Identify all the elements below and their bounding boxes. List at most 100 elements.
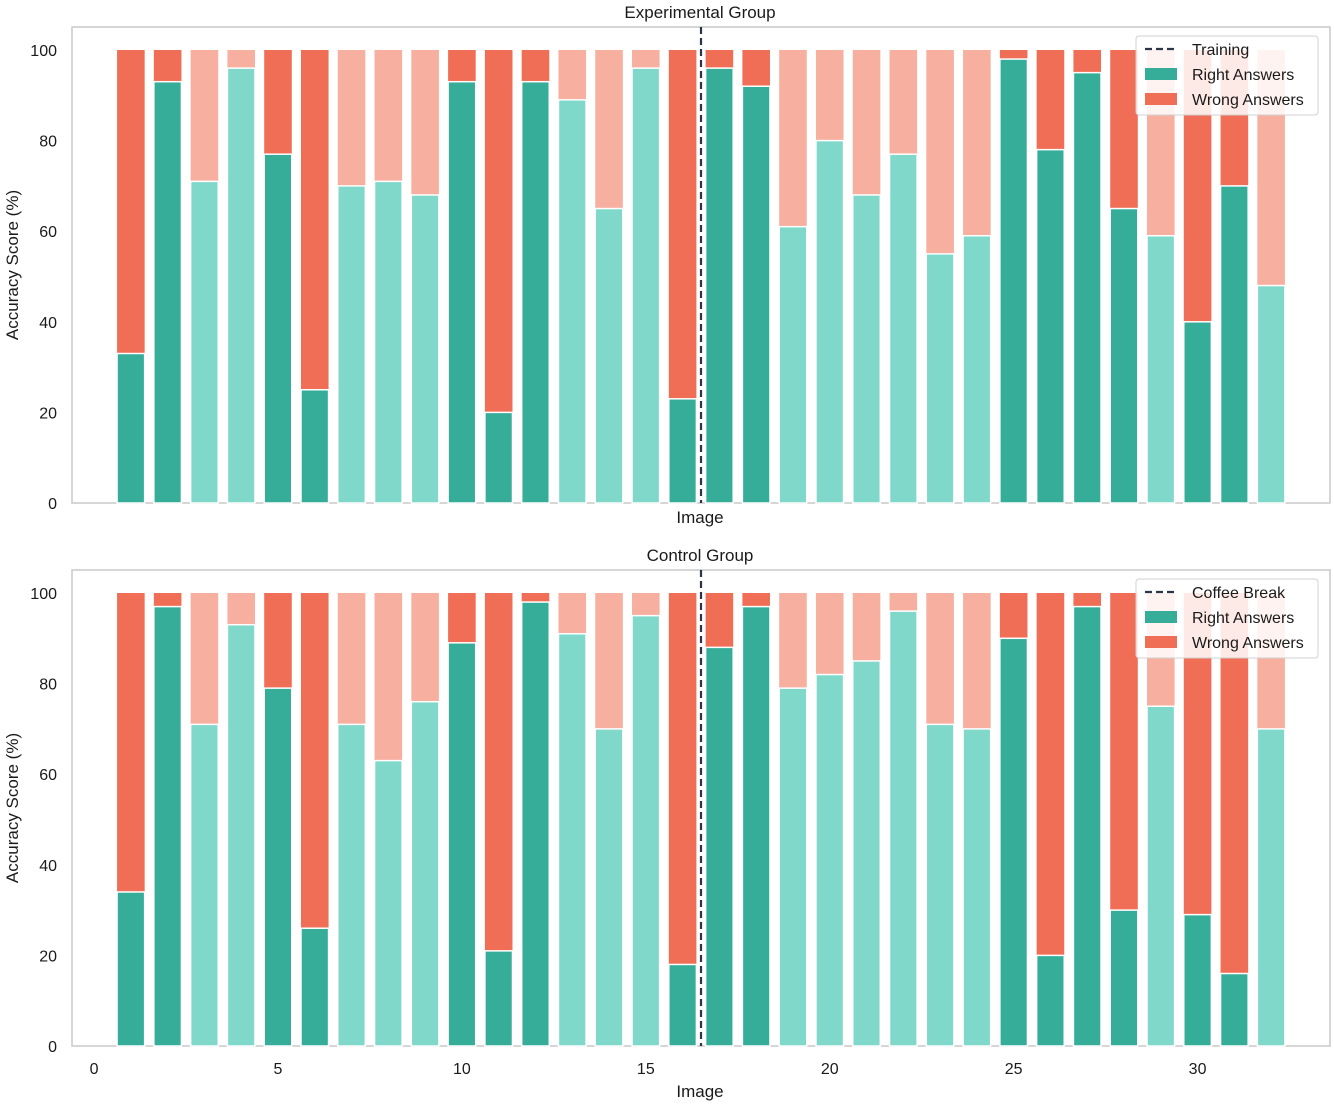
bar-right-6 bbox=[300, 389, 330, 504]
legend-right-label: Right Answers bbox=[1192, 67, 1294, 84]
bar-right-29 bbox=[1146, 234, 1176, 504]
legend-wrong-swatch bbox=[1145, 636, 1177, 648]
bar-right-31 bbox=[1219, 972, 1249, 1047]
bar-right-20 bbox=[815, 139, 845, 504]
bar-right-21 bbox=[851, 194, 882, 504]
bar-wrong-6 bbox=[300, 50, 329, 390]
chart-title: Experimental Group bbox=[624, 3, 775, 22]
legend-box bbox=[1135, 578, 1319, 659]
bar-wrong-9 bbox=[411, 50, 439, 195]
y-tick-label: 40 bbox=[39, 315, 57, 332]
bar-wrong-23 bbox=[926, 50, 954, 254]
bar-right-18 bbox=[741, 85, 771, 504]
bar-wrong-20 bbox=[815, 593, 844, 675]
bar-wrong-13 bbox=[558, 50, 587, 100]
bar-wrong-15 bbox=[632, 593, 660, 616]
experimental-group-panel: Experimental Group 0 20 40 60 80 100 Image Ac… bbox=[3, 3, 1331, 527]
bar-wrong-28 bbox=[1110, 50, 1138, 209]
bar-wrong-27 bbox=[1073, 593, 1102, 607]
bar-wrong-20 bbox=[815, 50, 844, 141]
y-axis-label: Accuracy Score (%) bbox=[3, 190, 22, 340]
bar-wrong-24 bbox=[963, 593, 991, 729]
bar-wrong-28 bbox=[1110, 593, 1138, 911]
bar-wrong-14 bbox=[595, 50, 623, 209]
bar-wrong-21 bbox=[852, 50, 881, 195]
bar-wrong-19 bbox=[779, 593, 807, 689]
legend-vline-label: Training bbox=[1192, 42, 1249, 59]
bar-right-28 bbox=[1109, 909, 1139, 1047]
bar-right-3 bbox=[189, 180, 219, 504]
bar-wrong-25 bbox=[999, 50, 1028, 60]
bar-right-19 bbox=[778, 687, 808, 1047]
bar-wrong-15 bbox=[632, 50, 660, 69]
bar-right-11 bbox=[484, 411, 514, 504]
bar-wrong-8 bbox=[374, 50, 403, 182]
legend: Coffee Break Right Answers Wrong Answers bbox=[1135, 578, 1319, 659]
bar-right-5 bbox=[263, 153, 293, 504]
bar-right-16 bbox=[668, 963, 698, 1047]
y-tick-label: 60 bbox=[39, 224, 57, 241]
bar-right-2 bbox=[153, 605, 183, 1047]
bar-wrong-16 bbox=[668, 50, 697, 399]
y-axis-ticks: 0 20 40 60 80 100 bbox=[30, 43, 57, 513]
bar-right-15 bbox=[631, 614, 661, 1047]
bar-right-14 bbox=[594, 728, 624, 1047]
bar-wrong-19 bbox=[779, 50, 807, 227]
x-tick-label: 25 bbox=[1005, 1061, 1023, 1078]
bar-right-12 bbox=[520, 601, 551, 1047]
bar-wrong-4 bbox=[227, 593, 255, 625]
bar-wrong-4 bbox=[227, 50, 255, 69]
bar-wrong-5 bbox=[264, 593, 292, 689]
bar-wrong-5 bbox=[264, 50, 292, 155]
y-tick-label: 40 bbox=[39, 858, 57, 875]
bar-right-7 bbox=[337, 723, 367, 1047]
bar-right-28 bbox=[1109, 207, 1139, 504]
bar-wrong-22 bbox=[889, 50, 918, 155]
bar-right-23 bbox=[925, 723, 955, 1047]
y-tick-label: 100 bbox=[30, 586, 57, 603]
bar-wrong-18 bbox=[742, 50, 770, 87]
bar-right-25 bbox=[999, 58, 1029, 504]
bar-right-32 bbox=[1256, 284, 1286, 504]
bar-right-12 bbox=[520, 80, 551, 504]
bar-right-7 bbox=[337, 185, 367, 504]
bar-wrong-6 bbox=[300, 593, 329, 929]
bar-right-25 bbox=[999, 637, 1029, 1047]
bar-right-9 bbox=[410, 194, 440, 504]
x-axis-label: Image bbox=[676, 508, 723, 527]
bar-wrong-12 bbox=[521, 50, 550, 82]
bar-right-20 bbox=[815, 673, 845, 1047]
bar-wrong-21 bbox=[852, 593, 881, 661]
bar-right-13 bbox=[557, 99, 587, 504]
bar-right-21 bbox=[851, 660, 882, 1047]
bar-right-6 bbox=[300, 927, 330, 1047]
x-tick-label: 30 bbox=[1189, 1061, 1207, 1078]
y-tick-label: 20 bbox=[39, 948, 57, 965]
bar-wrong-11 bbox=[484, 50, 513, 413]
bar-right-22 bbox=[888, 610, 918, 1047]
y-tick-label: 100 bbox=[30, 43, 57, 60]
legend-vline-label: Coffee Break bbox=[1192, 585, 1286, 602]
bar-right-3 bbox=[189, 723, 219, 1047]
legend-box bbox=[1135, 35, 1319, 116]
bar-wrong-12 bbox=[521, 593, 550, 603]
bar-right-4 bbox=[226, 67, 256, 504]
bar-wrong-2 bbox=[153, 593, 182, 607]
y-tick-label: 80 bbox=[39, 677, 57, 694]
y-tick-label: 80 bbox=[39, 134, 57, 151]
bar-right-1 bbox=[116, 891, 146, 1047]
bar-right-24 bbox=[962, 728, 992, 1047]
y-tick-label: 60 bbox=[39, 767, 57, 784]
x-tick-label: 10 bbox=[453, 1061, 471, 1078]
bar-right-26 bbox=[1035, 148, 1065, 504]
bar-wrong-26 bbox=[1036, 50, 1065, 150]
legend-right-swatch bbox=[1145, 68, 1177, 80]
bar-right-27 bbox=[1072, 605, 1102, 1047]
legend-wrong-label: Wrong Answers bbox=[1192, 635, 1304, 652]
bar-right-2 bbox=[153, 80, 183, 504]
bar-group bbox=[116, 50, 1286, 504]
bar-wrong-26 bbox=[1036, 593, 1065, 956]
bar-wrong-2 bbox=[153, 50, 182, 82]
y-tick-label: 0 bbox=[48, 1039, 57, 1056]
